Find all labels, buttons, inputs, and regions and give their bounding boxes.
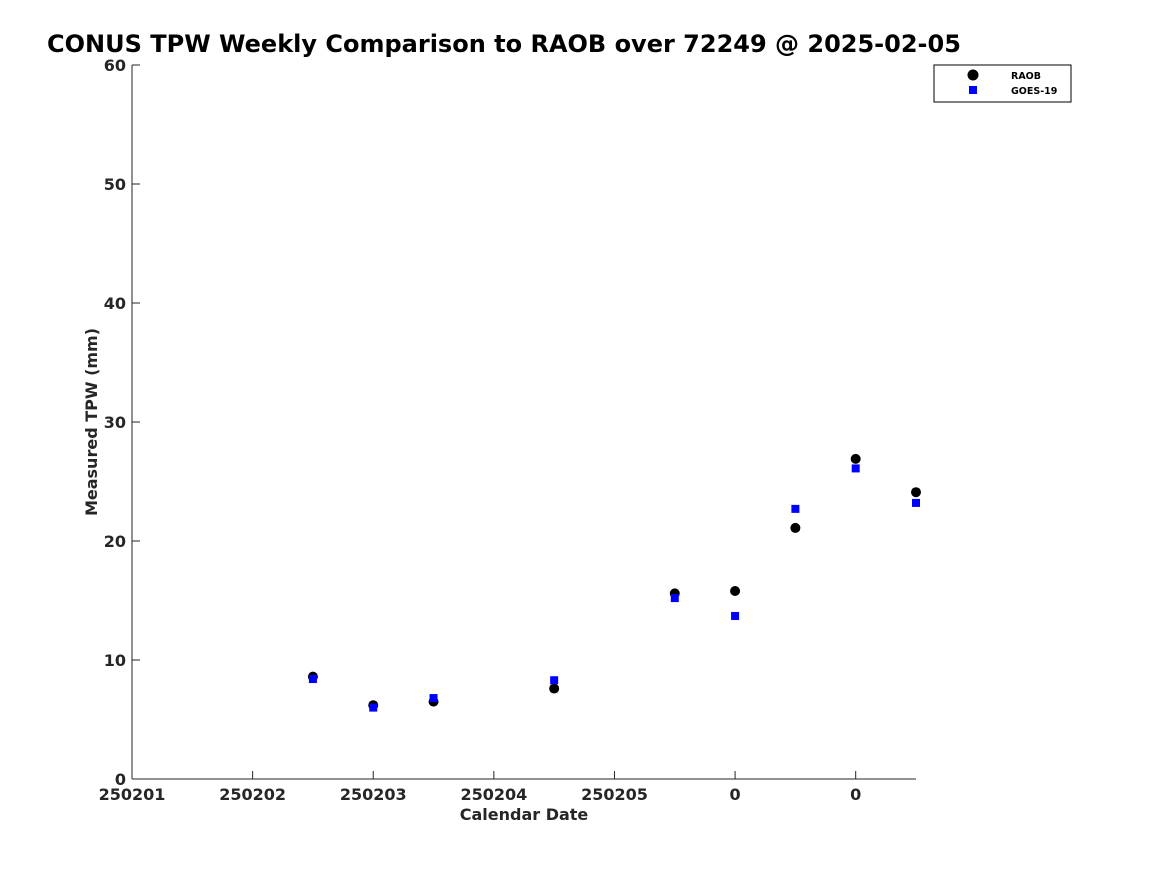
x-tick-label: 0 (850, 785, 861, 804)
goes-19-point (851, 464, 860, 473)
y-tick-label: 40 (104, 294, 126, 313)
goes-19-point (791, 504, 800, 513)
x-axis-label: Calendar Date (460, 805, 589, 824)
y-tick-label: 30 (104, 413, 126, 432)
raob-point (730, 585, 741, 596)
raob-point (850, 453, 861, 464)
legend: RAOB GOES-19 (933, 64, 1072, 103)
raob-point (790, 522, 801, 533)
x-tick-label: 250201 (99, 785, 166, 804)
y-axis-label: Measured TPW (mm) (82, 328, 101, 516)
goes-19-point (731, 611, 740, 620)
x-tick-label: 250203 (340, 785, 407, 804)
chart-title: CONUS TPW Weekly Comparison to RAOB over… (47, 30, 961, 58)
y-tick-label: 10 (104, 651, 126, 670)
raob-point (549, 683, 560, 694)
legend-marker-raob (967, 69, 979, 81)
raob-point (911, 487, 921, 498)
series-goes-19 (308, 464, 920, 712)
goes-19-point (429, 694, 438, 703)
y-tick-label: 50 (104, 175, 126, 194)
x-ticks: 250201 250202 250203 250204 250205 0 0 (99, 771, 861, 804)
goes-19-point (550, 676, 559, 685)
y-ticks: 0 10 20 30 40 50 60 (104, 56, 140, 789)
y-tick-label: 0 (115, 770, 126, 789)
legend-label-raob: RAOB (1011, 71, 1041, 82)
goes-19-point (670, 594, 679, 603)
goes-19-point (308, 675, 317, 684)
y-tick-label: 60 (104, 56, 126, 75)
legend-marker-goes (969, 86, 977, 94)
legend-box (933, 64, 1072, 103)
x-tick-label: 250202 (219, 785, 286, 804)
goes-19-point (369, 703, 378, 712)
y-tick-label: 20 (104, 532, 126, 551)
series-raob (307, 453, 921, 711)
x-tick-label: 250205 (581, 785, 648, 804)
legend-label-goes: GOES-19 (1011, 86, 1057, 97)
axes (131, 65, 916, 780)
x-tick-label: 250204 (460, 785, 527, 804)
data-points (307, 453, 921, 712)
goes-19-point (912, 498, 920, 507)
x-tick-label: 0 (730, 785, 741, 804)
